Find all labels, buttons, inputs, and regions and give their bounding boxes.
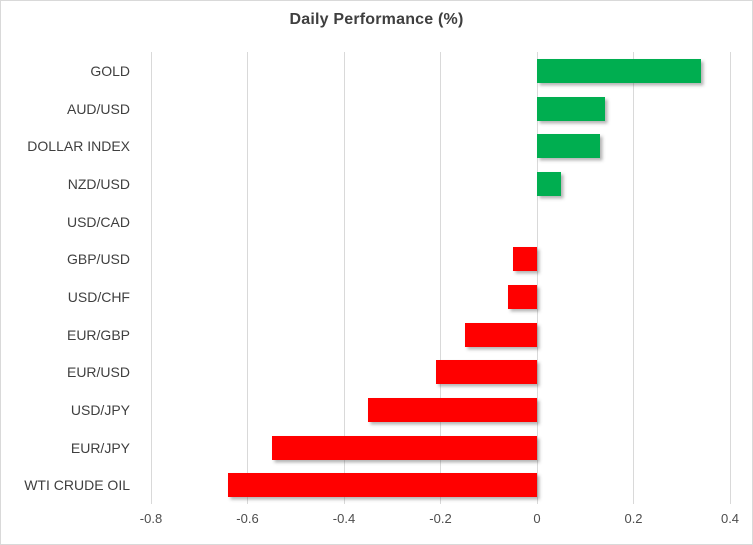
category-label: USD/CAD	[66, 213, 130, 230]
x-tick-label: 0.2	[624, 511, 643, 526]
x-tick-label: -0.4	[332, 511, 356, 526]
gridline	[247, 52, 248, 504]
bar-nzd-usd	[537, 171, 562, 196]
gridline	[633, 52, 634, 504]
category-label: DOLLAR INDEX	[27, 138, 130, 155]
category-label: USD/CHF	[67, 288, 130, 305]
category-label: EUR/USD	[66, 364, 130, 381]
category-label: USD/JPY	[70, 401, 130, 418]
category-axis-labels: GOLD AUD/USD DOLLAR INDEX NZD/USD USD/CAD GBP…	[1, 52, 138, 504]
category-label: GBP/USD	[66, 251, 130, 268]
chart-title: Daily Performance (%)	[289, 11, 464, 28]
category-label: GOLD	[90, 62, 130, 79]
bar-wti-crude-oil	[228, 473, 537, 498]
bar-eur-usd	[435, 360, 537, 385]
x-tick-label: -0.2	[429, 511, 452, 526]
category-label: WTI CRUDE OIL	[24, 477, 130, 494]
bar-usd-chf	[508, 284, 537, 309]
bar-gbp-usd	[512, 247, 537, 272]
gridline	[150, 52, 152, 504]
category-label: NZD/USD	[67, 175, 130, 192]
gridline	[729, 52, 731, 504]
category-label: EUR/GBP	[66, 326, 130, 343]
bar-eur-gbp	[464, 322, 537, 347]
gridline	[343, 52, 345, 504]
x-tick-label: 0	[533, 511, 541, 526]
x-tick-label: -0.8	[139, 511, 163, 526]
gridline	[440, 52, 441, 504]
bar-gold	[537, 58, 702, 83]
bar-usd-jpy	[368, 397, 537, 422]
gridline	[536, 52, 538, 504]
bar-aud-usd	[537, 96, 605, 121]
category-label: EUR/JPY	[70, 439, 130, 456]
value-axis-labels: -0.8 -0.6 -0.4 -0.2 0 0.2 0.4	[1, 511, 752, 533]
x-tick-label: 0.4	[720, 511, 740, 526]
bar-dollar-index	[537, 134, 600, 159]
bar-eur-jpy	[271, 435, 537, 460]
x-tick-label: -0.6	[236, 511, 259, 526]
plot-area	[150, 52, 731, 504]
category-label: AUD/USD	[66, 100, 130, 117]
